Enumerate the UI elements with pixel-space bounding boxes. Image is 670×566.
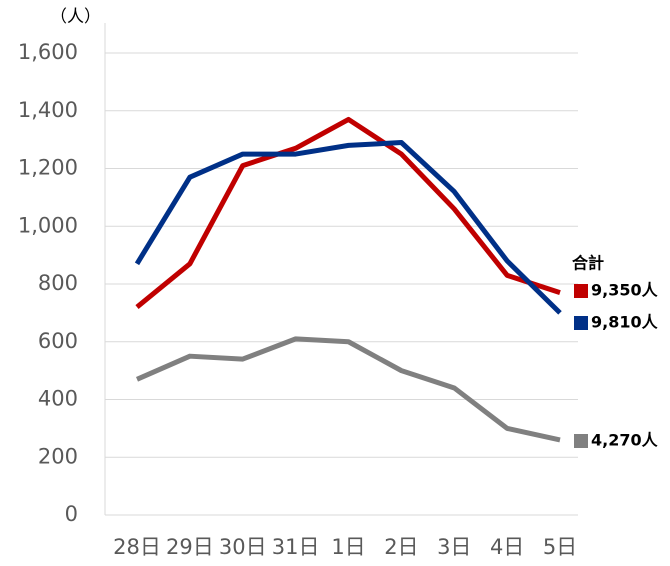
series-line bbox=[134, 140, 562, 315]
x-tick-label: 31日 bbox=[272, 535, 320, 559]
x-tick-label: 4日 bbox=[490, 535, 524, 559]
y-tick-label: 400 bbox=[38, 387, 78, 411]
legend-swatch bbox=[574, 284, 588, 298]
y-tick-label: 600 bbox=[38, 329, 78, 353]
legend-swatch bbox=[574, 434, 588, 448]
y-axis-label: （人） bbox=[50, 7, 101, 27]
x-tick-label: 5日 bbox=[543, 535, 577, 559]
x-tick-label: 28日 bbox=[113, 535, 161, 559]
x-tick-label: 1日 bbox=[331, 535, 365, 559]
legend-label: 9,810人 bbox=[591, 313, 659, 332]
series-line bbox=[135, 336, 561, 443]
y-tick-label: 1,000 bbox=[18, 213, 78, 237]
x-tick-label: 2日 bbox=[384, 535, 418, 559]
y-tick-label: 1,400 bbox=[18, 98, 78, 122]
y-tick-label: 1,600 bbox=[18, 40, 78, 64]
y-tick-label: 200 bbox=[38, 444, 78, 468]
series-line bbox=[135, 116, 561, 310]
x-tick-label: 3日 bbox=[437, 535, 471, 559]
legend-title: 合計 bbox=[572, 254, 604, 273]
y-tick-label: 0 bbox=[65, 502, 78, 526]
y-tick-label: 1,200 bbox=[18, 156, 78, 180]
x-tick-label: 30日 bbox=[219, 535, 267, 559]
x-tick-label: 29日 bbox=[166, 535, 214, 559]
legend-label: 4,270人 bbox=[591, 431, 659, 450]
legend-label: 9,350人 bbox=[591, 281, 659, 300]
legend-swatch bbox=[574, 316, 588, 330]
y-tick-label: 800 bbox=[38, 271, 78, 295]
